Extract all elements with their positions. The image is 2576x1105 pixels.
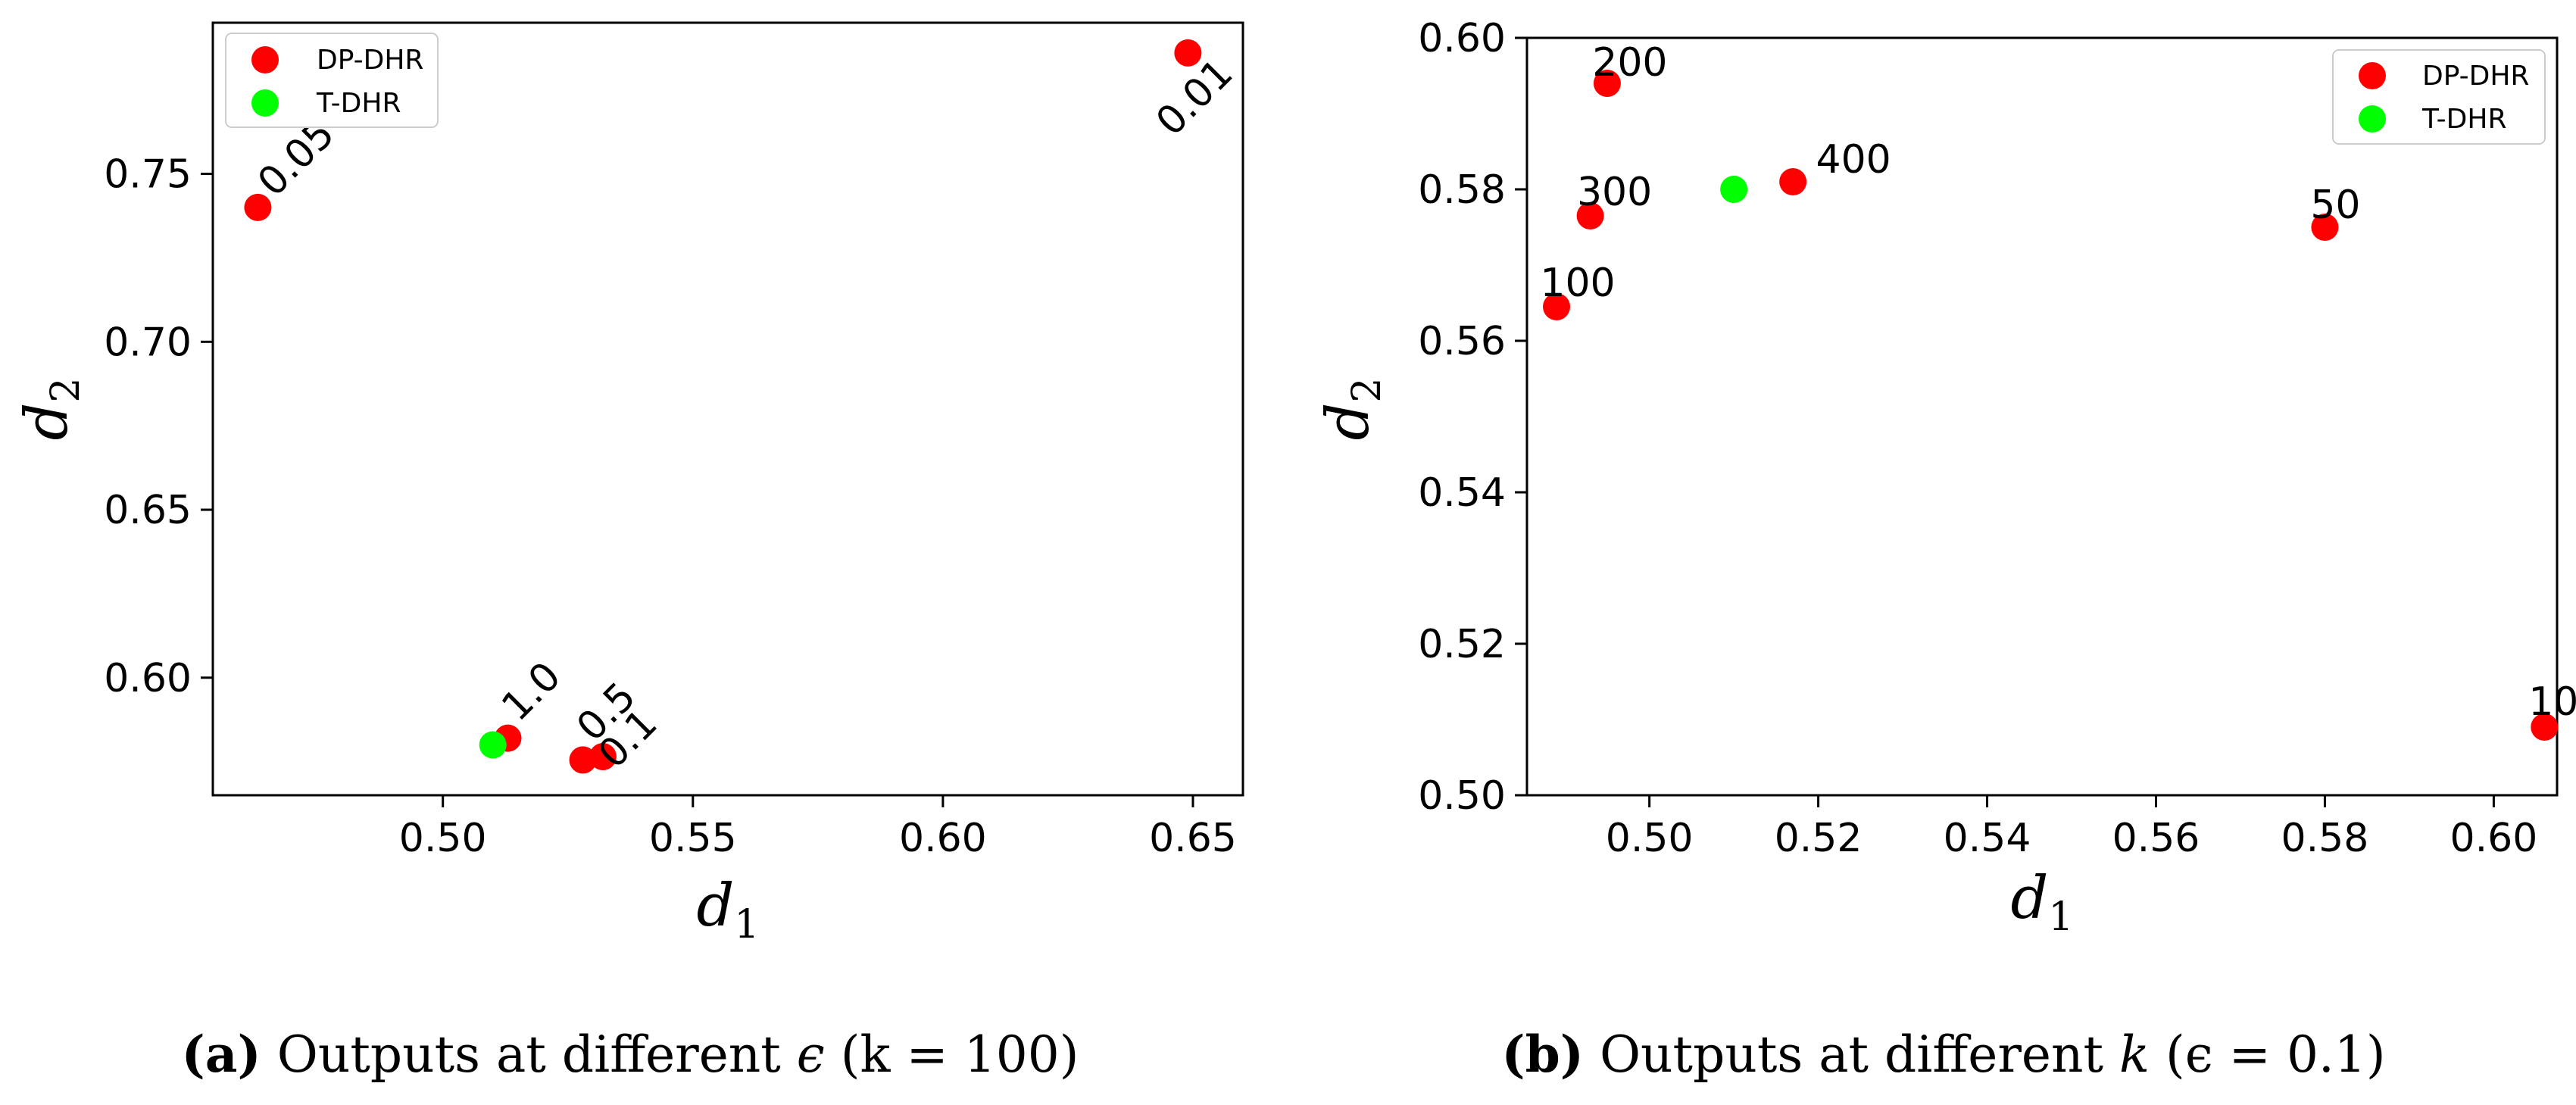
point-dp-dhr-400 (1779, 168, 1807, 195)
axes-a: 0.50 0.55 0.60 0.65 0.60 0.65 0.70 0.75 (104, 152, 1237, 861)
y-tick-label-b: 0.50 (1418, 773, 1506, 819)
point-label: 10 (2528, 679, 2576, 725)
x-tick-label-b: 0.56 (2112, 816, 2200, 861)
legend-marker-dp-dhr-a (251, 46, 279, 73)
x-axis-label-b: d1 (2010, 864, 2073, 940)
y-tick-label-a: 0.75 (104, 152, 192, 198)
y-axis-label-a: d2 (13, 377, 89, 440)
panel-a: 0.50 0.55 0.60 0.650.600.650.700.75 0.050.0… (13, 21, 1244, 1084)
x-tick-label-a: 0.60 (899, 816, 987, 861)
point-dp-dhr-200 (1593, 70, 1621, 97)
x-tick-label-b: 0.58 (2281, 816, 2369, 861)
legend-box-a (225, 33, 439, 128)
x-tick-label-b: 0.60 (2450, 816, 2538, 861)
y-tick-label-a: 0.60 (104, 656, 192, 701)
y-tick-label-b: 0.60 (1418, 16, 1506, 61)
y-tick-label-a: 0.65 (104, 488, 192, 533)
point-dp-dhr-0_05 (244, 193, 272, 221)
plot-frame-a (211, 21, 1244, 797)
x-tick-label-b: 0.54 (1944, 816, 2031, 861)
x-tick-label-b: 0.50 (1606, 816, 1694, 861)
legend-marker-t-dhr-a (251, 89, 279, 117)
x-tick-label-a: 0.55 (649, 816, 737, 861)
legend-marker-dp-dhr-b (2359, 62, 2386, 89)
point-dp-dhr-0_01 (1174, 39, 1202, 67)
caption-a: (a) Outputs at different ϵ (k = 100) (182, 1025, 1079, 1084)
y-tick-label-b: 0.52 (1418, 622, 1506, 667)
legend-marker-t-dhr-b (2359, 105, 2386, 133)
point-dp-dhr-300 (1576, 202, 1604, 229)
legend-label-t-dhr-b: T-DHR (2421, 104, 2506, 135)
x-tick-label-b: 0.52 (1775, 816, 1863, 861)
point-label: 200 (1592, 40, 1667, 86)
point-label: 100 (1540, 261, 1615, 306)
x-tick-label-a: 0.65 (1149, 816, 1237, 861)
marks-a: 0.050.011.00.50.1 (244, 39, 1241, 777)
y-tick-label-b: 0.56 (1418, 319, 1506, 364)
legend-label-dp-dhr-b: DP-DHR (2422, 61, 2529, 92)
legend-a: DP-DHR T-DHR (225, 33, 439, 128)
x-axis-label-a: d1 (696, 872, 759, 947)
legend-b: DP-DHR T-DHR (2332, 49, 2546, 145)
x-tick-label-a: 0.50 (399, 816, 487, 861)
point-t-dhr (479, 731, 507, 759)
panel-b: 0.50 0.52 0.54 0.56 0.58 0.60 0.50 0.52 0.54 0.56… (1314, 16, 2576, 1084)
point-label: 300 (1577, 170, 1652, 215)
legend-label-t-dhr-a: T-DHR (316, 88, 401, 119)
point-label: 50 (2310, 183, 2360, 228)
point-label: 1.0 (493, 654, 570, 730)
point-dp-dhr-10 (2531, 713, 2559, 741)
point-label: 400 (1816, 137, 1891, 183)
y-axis-label-b: d2 (1314, 377, 1390, 440)
plot-frame-b (1525, 36, 2559, 797)
y-tick-label-a: 0.70 (104, 320, 192, 365)
legend-label-dp-dhr-a: DP-DHR (317, 45, 423, 76)
legend-box-b (2332, 49, 2546, 145)
marks-b: 200 300 400 100 50 10 (1540, 40, 2576, 741)
point-dp-dhr-50 (2311, 214, 2339, 241)
point-label: 0.01 (1147, 51, 1241, 145)
y-tick-label-b: 0.54 (1418, 470, 1506, 516)
axes-b: 0.50 0.52 0.54 0.56 0.58 0.60 0.50 0.52 0.54 0.56… (1418, 16, 2537, 861)
point-t-dhr (1720, 176, 1748, 203)
y-tick-label-b: 0.58 (1418, 167, 1506, 213)
point-dp-dhr-100 (1543, 293, 1571, 320)
caption-b: (b) Outputs at different k (ϵ = 0.1) (1501, 1025, 2385, 1084)
point-dp-dhr-0_1 (589, 743, 617, 770)
